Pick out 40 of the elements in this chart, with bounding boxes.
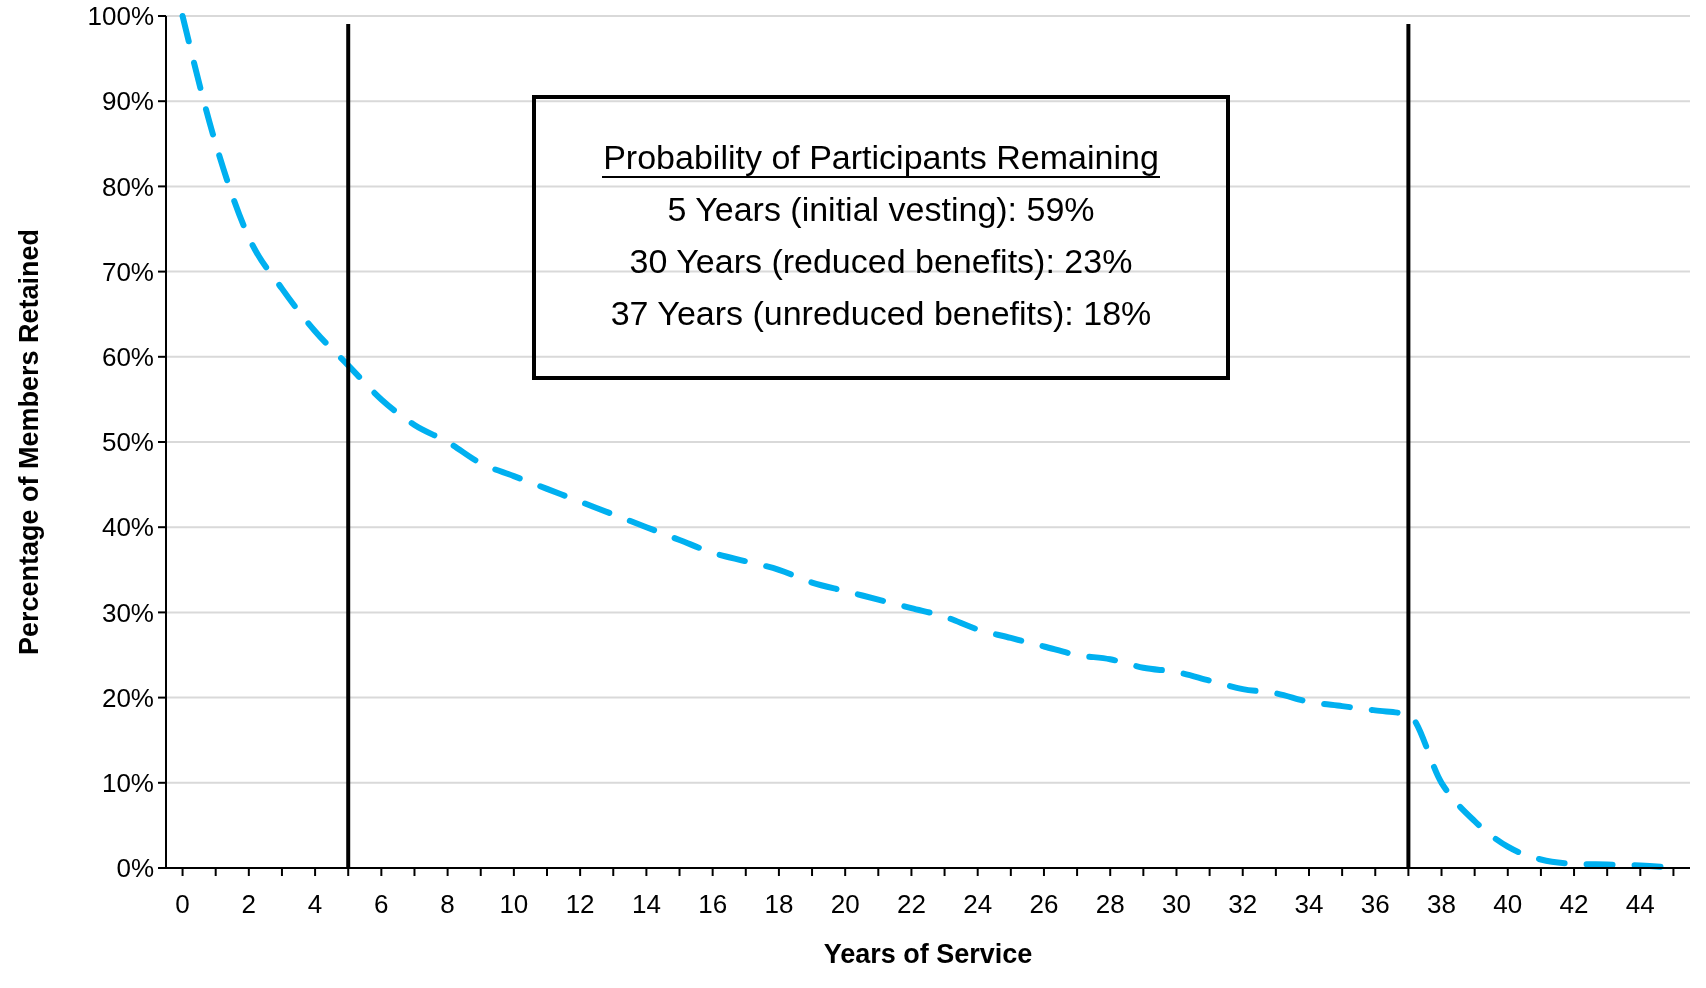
x-tick-label: 42 xyxy=(1559,889,1589,919)
y-tick-label: 100% xyxy=(87,1,154,32)
x-tick-label: 2 xyxy=(241,889,257,919)
y-tick-label: 70% xyxy=(101,256,154,287)
x-tick-label: 28 xyxy=(1095,889,1125,919)
x-tick-label: 34 xyxy=(1294,889,1324,919)
y-tick-label: 60% xyxy=(101,341,154,372)
x-tick-label: 40 xyxy=(1493,889,1523,919)
y-tick-label: 50% xyxy=(101,427,154,458)
x-tick-label: 18 xyxy=(764,889,794,919)
x-tick-label: 0 xyxy=(175,889,190,919)
y-tick-label: 0% xyxy=(116,853,154,884)
y-tick-label: 10% xyxy=(101,767,154,798)
x-tick-label: 12 xyxy=(565,889,595,919)
x-tick-label: 16 xyxy=(698,889,728,919)
x-tick-label: 32 xyxy=(1228,889,1258,919)
x-tick-label: 30 xyxy=(1162,889,1191,919)
x-tick-label: 10 xyxy=(499,889,529,919)
y-tick-label: 40% xyxy=(101,512,154,543)
x-tick-label: 22 xyxy=(896,889,926,919)
x-tick-label: 36 xyxy=(1360,889,1390,919)
x-tick-label: 24 xyxy=(963,889,993,919)
y-axis-title: Percentage of Members Retained xyxy=(14,228,44,656)
y-tick-label: 90% xyxy=(101,86,154,117)
x-tick-label: 4 xyxy=(307,889,323,919)
annotation: Probability of Participants Remaining xyxy=(603,138,1159,176)
x-tick-label: 20 xyxy=(830,889,860,919)
x-axis-title: Years of Service xyxy=(823,939,1033,969)
y-tick-label: 20% xyxy=(101,682,154,713)
x-tick-label: 26 xyxy=(1029,889,1059,919)
y-tick-label: 30% xyxy=(101,597,154,628)
annotation: 5 Years (initial vesting): 59% xyxy=(667,190,1095,228)
annotation: 37 Years (unreduced benefits): 18% xyxy=(610,294,1152,332)
x-tick-label: 38 xyxy=(1427,889,1456,919)
annotation: 30 Years (reduced benefits): 23% xyxy=(629,242,1133,280)
x-tick-label: 44 xyxy=(1625,889,1655,919)
y-tick-label: 80% xyxy=(101,171,154,202)
x-tick-label: 6 xyxy=(374,889,389,919)
x-tick-label: 14 xyxy=(631,889,661,919)
x-tick-label: 8 xyxy=(440,889,455,919)
